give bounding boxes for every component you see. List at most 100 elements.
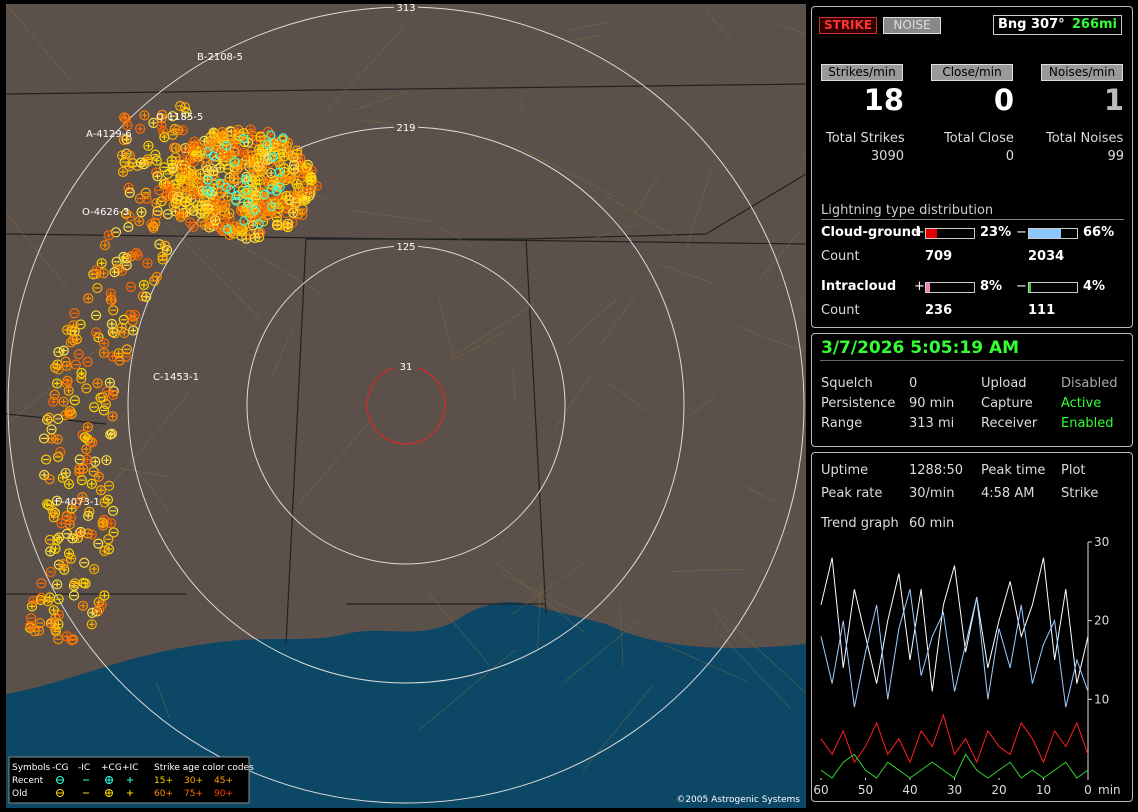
- road: [664, 644, 747, 682]
- strike: [56, 518, 67, 529]
- ic-strike: [268, 152, 278, 162]
- strike: [259, 194, 271, 205]
- strike: [97, 517, 108, 528]
- strike: [98, 338, 110, 349]
- strike: [38, 433, 50, 444]
- strike: [181, 107, 192, 118]
- strike: [151, 271, 162, 282]
- rate-header[interactable]: Strikes/min: [821, 64, 903, 81]
- strike: [135, 157, 146, 168]
- strike: [60, 347, 67, 354]
- strike: [227, 152, 234, 159]
- strike: [33, 625, 45, 636]
- strike: [73, 349, 84, 360]
- strike: [282, 218, 293, 229]
- strike: [256, 164, 267, 175]
- strike: [79, 494, 86, 501]
- ic-strike: [203, 175, 213, 185]
- strike: [138, 279, 150, 291]
- legend-symbol: [56, 776, 64, 784]
- strike: [194, 202, 201, 209]
- ring-label: 219: [396, 123, 415, 134]
- strike: [28, 603, 35, 610]
- strike: [76, 475, 87, 486]
- stat-text: Plot: [1061, 463, 1086, 478]
- road: [555, 376, 590, 428]
- strike: [53, 634, 64, 645]
- strike: [62, 470, 69, 477]
- road: [773, 21, 806, 35]
- strike: [128, 325, 139, 336]
- x-tick-label: 30: [947, 783, 962, 797]
- strike: [83, 510, 94, 522]
- strike: [262, 210, 273, 221]
- strike: [107, 389, 118, 400]
- road: [658, 263, 712, 284]
- strike: [160, 191, 171, 202]
- rate-header[interactable]: Close/min: [931, 64, 1013, 81]
- road: [566, 21, 607, 31]
- strike: [199, 208, 210, 219]
- strike: [129, 310, 141, 321]
- strike: [271, 220, 283, 231]
- strike: [263, 209, 274, 220]
- strike: [111, 256, 122, 267]
- strike: [98, 268, 109, 279]
- strike: [292, 187, 303, 199]
- rate-header[interactable]: Noises/min: [1041, 64, 1123, 81]
- percent-bar-track: [925, 282, 975, 293]
- strike: [63, 385, 74, 396]
- strike: [186, 140, 197, 152]
- strike: [36, 627, 42, 634]
- strike: [170, 206, 181, 217]
- strike: [85, 295, 92, 302]
- strike: [156, 120, 167, 131]
- strike: [104, 377, 115, 388]
- road: [501, 572, 590, 619]
- ring-label-bg: [394, 4, 418, 13]
- strike: [101, 386, 113, 397]
- cell-label: O-4626-3: [82, 207, 129, 218]
- strike-button[interactable]: STRIKE: [819, 17, 877, 34]
- strike: [41, 471, 48, 478]
- road: [441, 227, 476, 250]
- strike: [124, 161, 135, 172]
- strike: [44, 474, 55, 485]
- road: [299, 418, 372, 504]
- strike: [92, 458, 99, 465]
- strike: [177, 211, 184, 218]
- strike: [168, 157, 175, 164]
- strike: [191, 189, 202, 200]
- strike: [256, 209, 263, 216]
- strike: [104, 496, 111, 503]
- strike: [90, 310, 102, 321]
- strike: [173, 200, 180, 207]
- strike: [182, 198, 189, 205]
- strike: [234, 160, 241, 167]
- strike: [48, 396, 59, 407]
- strike: [208, 166, 219, 177]
- legend-symbol: [106, 777, 112, 783]
- ic-strike: [262, 139, 273, 149]
- strike: [103, 457, 110, 464]
- strike: [179, 127, 186, 134]
- legend-symbol: [56, 789, 64, 797]
- noise-button[interactable]: NOISE: [883, 17, 941, 34]
- strike: [116, 150, 128, 161]
- strike: [158, 115, 165, 122]
- percent-bar-track: [925, 228, 975, 239]
- x-unit: min: [1098, 783, 1121, 797]
- ring-label-bg: [394, 121, 418, 133]
- ic-strike: [278, 133, 288, 143]
- strike: [88, 466, 99, 477]
- strike: [284, 204, 291, 211]
- strike: [100, 399, 112, 410]
- road: [668, 568, 744, 573]
- strike: [297, 209, 308, 221]
- datetime: 3/7/2026 5:05:19 AM: [821, 338, 1020, 358]
- strike: [139, 110, 150, 121]
- strike: [63, 548, 75, 559]
- strike: [26, 613, 37, 624]
- strike: [261, 176, 272, 187]
